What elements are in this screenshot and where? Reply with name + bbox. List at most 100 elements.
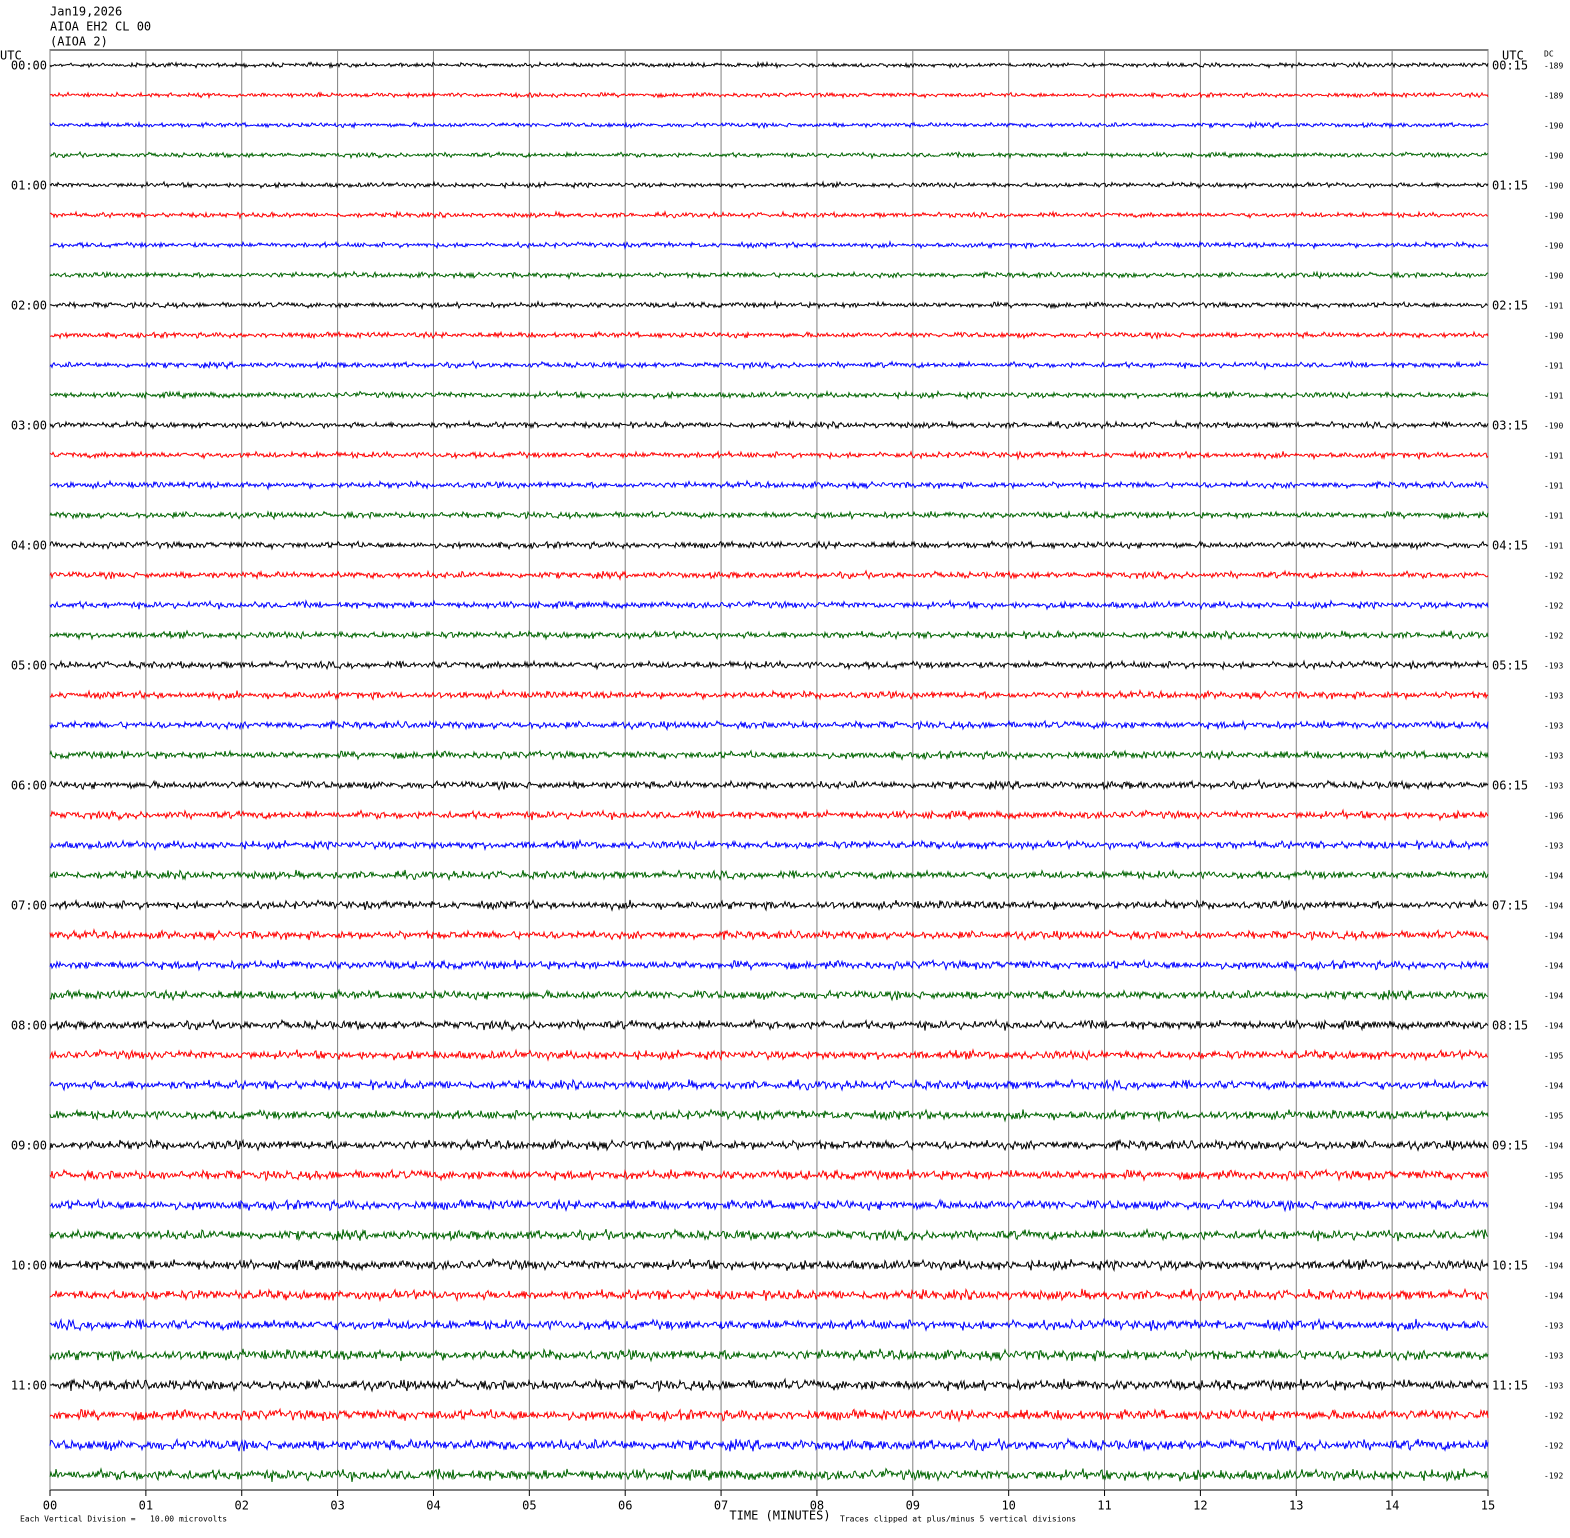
trace	[49, 330, 1489, 341]
trace	[49, 688, 1489, 702]
x-tick-label: 11	[1097, 1499, 1111, 1513]
dc-header: DC	[1544, 50, 1554, 59]
x-tick-label: 12	[1193, 1499, 1207, 1513]
dc-value: -194	[1544, 1202, 1563, 1211]
trace	[49, 360, 1489, 371]
dc-value: -194	[1544, 872, 1563, 881]
dc-value: -194	[1544, 1232, 1563, 1241]
time-label-right: 06:15	[1492, 779, 1528, 793]
dc-value: -190	[1544, 212, 1563, 221]
trace	[49, 749, 1489, 761]
trace	[49, 1138, 1489, 1152]
trace	[49, 209, 1488, 220]
trace	[49, 838, 1489, 852]
trace	[49, 1347, 1489, 1363]
x-tick-label: 04	[426, 1499, 440, 1513]
dc-value: -189	[1544, 92, 1563, 101]
dc-value: -192	[1544, 1472, 1563, 1481]
time-label-right: 11:15	[1492, 1379, 1528, 1393]
trace	[49, 1048, 1489, 1062]
trace	[49, 120, 1489, 130]
x-tick-label: 05	[522, 1499, 536, 1513]
dc-value: -192	[1544, 1442, 1563, 1451]
trace	[49, 1377, 1489, 1393]
time-label-right: 07:15	[1492, 899, 1528, 913]
time-label-right: 02:15	[1492, 299, 1528, 313]
x-tick-label: 02	[235, 1499, 249, 1513]
trace	[49, 300, 1489, 311]
trace	[49, 91, 1489, 100]
time-label-right: 05:15	[1492, 659, 1528, 673]
x-tick-label: 01	[139, 1499, 153, 1513]
trace	[49, 659, 1489, 671]
trace	[49, 778, 1489, 791]
time-label-right: 00:15	[1492, 59, 1528, 73]
trace	[49, 270, 1489, 281]
footer-clip: Traces clipped at plus/minus 5 vertical …	[840, 1515, 1076, 1524]
dc-value: -190	[1544, 122, 1563, 131]
trace	[49, 1078, 1489, 1092]
dc-value: -193	[1544, 692, 1563, 701]
time-label-left: 09:00	[11, 1139, 47, 1153]
dc-value: -191	[1544, 542, 1563, 551]
x-tick-label: 03	[330, 1499, 344, 1513]
trace	[49, 510, 1489, 521]
dc-value: -194	[1544, 1292, 1563, 1301]
time-label-right: 04:15	[1492, 539, 1528, 553]
utc-right: UTC	[1502, 49, 1524, 63]
time-label-right: 10:15	[1492, 1259, 1528, 1273]
x-tick-label: 13	[1289, 1499, 1303, 1513]
trace	[49, 419, 1489, 430]
x-tick-label: 06	[618, 1499, 632, 1513]
dc-value: -191	[1544, 512, 1563, 521]
dc-value: -194	[1544, 992, 1563, 1001]
time-label-right: 03:15	[1492, 419, 1528, 433]
dc-value: -190	[1544, 422, 1563, 431]
dc-value: -192	[1544, 602, 1563, 611]
dc-value: -195	[1544, 1052, 1563, 1061]
dc-value: -194	[1544, 1022, 1563, 1031]
x-tick-label: 00	[43, 1499, 57, 1513]
dc-value: -195	[1544, 1112, 1563, 1121]
trace	[49, 1018, 1489, 1032]
trace	[49, 1467, 1489, 1483]
time-label-right: 09:15	[1492, 1139, 1528, 1153]
dc-value: -194	[1544, 1142, 1563, 1151]
dc-value: -190	[1544, 182, 1563, 191]
dc-value: -196	[1544, 812, 1563, 821]
trace	[49, 927, 1489, 942]
trace	[49, 569, 1489, 581]
traces	[49, 60, 1489, 1483]
x-tick-label: 10	[1001, 1499, 1015, 1513]
dc-value: -191	[1544, 452, 1563, 461]
dc-value: -194	[1544, 1082, 1563, 1091]
trace	[49, 719, 1489, 732]
x-tick-label: 15	[1481, 1499, 1495, 1513]
trace	[49, 479, 1489, 491]
dc-value: -193	[1544, 722, 1563, 731]
labels: 00 01 02 03 04 05 06 07 08 09 10 11 12 13 14 15 -189 -189…	[11, 59, 1564, 1513]
dc-value: -191	[1544, 392, 1563, 401]
time-label-left: 11:00	[11, 1379, 47, 1393]
trace	[49, 1197, 1489, 1213]
trace	[49, 450, 1489, 461]
grid	[49, 50, 1489, 1496]
time-label-right: 01:15	[1492, 179, 1528, 193]
trace	[49, 1257, 1489, 1272]
utc-left: UTC	[0, 49, 22, 63]
trace	[49, 1108, 1489, 1123]
trace	[49, 599, 1489, 611]
trace	[49, 150, 1489, 160]
dc-value: -191	[1544, 482, 1563, 491]
trace	[49, 389, 1489, 401]
x-tick-label: 08	[810, 1499, 824, 1513]
x-axis-label: TIME (MINUTES)	[729, 1509, 830, 1523]
dc-value: -193	[1544, 842, 1563, 851]
trace	[49, 1227, 1489, 1242]
time-label-left: 01:00	[11, 179, 47, 193]
time-label-left: 02:00	[11, 299, 47, 313]
trace	[49, 60, 1489, 70]
time-label-left: 10:00	[11, 1259, 47, 1273]
trace	[49, 958, 1489, 972]
